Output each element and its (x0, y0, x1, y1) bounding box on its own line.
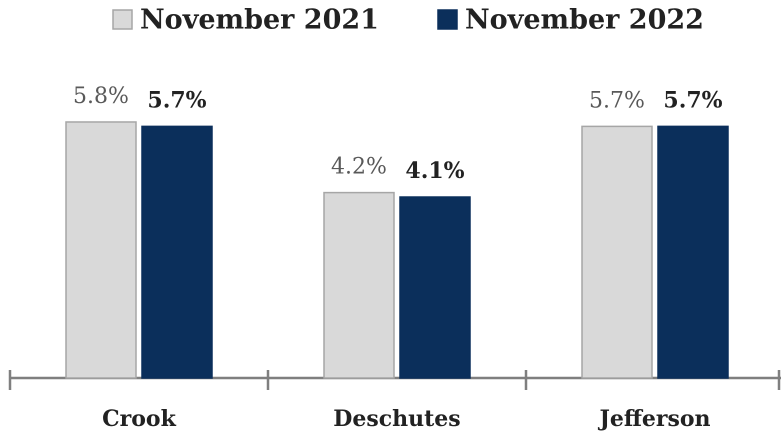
data-label: 5.8% (73, 84, 129, 109)
bar (581, 125, 653, 379)
data-label: 5.7% (589, 88, 645, 113)
data-label: 5.7% (663, 87, 722, 113)
x-tick-label: Jefferson (597, 406, 710, 432)
x-tick-label: Deschutes (333, 406, 460, 432)
data-label: 4.1% (405, 158, 464, 184)
bar (323, 191, 395, 379)
bar (65, 121, 137, 379)
data-label: 4.2% (331, 155, 387, 180)
legend-label: November 2021 (140, 5, 379, 36)
legend-swatch (112, 9, 133, 30)
bar (141, 125, 213, 379)
bar (399, 196, 471, 379)
bar (657, 125, 729, 379)
data-label: 5.7% (147, 87, 206, 113)
x-tick-label: Crook (102, 406, 176, 432)
legend-swatch (437, 9, 458, 30)
legend-label: November 2022 (465, 5, 704, 36)
